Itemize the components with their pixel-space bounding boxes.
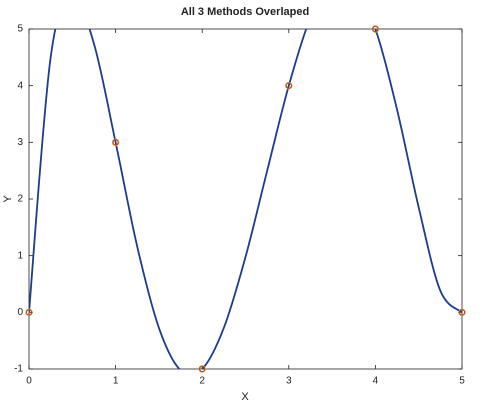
y-axis-label: Y bbox=[2, 195, 14, 203]
data-point bbox=[371, 25, 380, 33]
data-point bbox=[25, 308, 33, 317]
x-tick-label: 4 bbox=[373, 376, 379, 387]
data-point bbox=[199, 365, 206, 373]
y-tick-label: 2 bbox=[17, 194, 23, 205]
y-tick-label: -1 bbox=[14, 364, 23, 375]
x-axis-label: X bbox=[241, 391, 249, 403]
data-point bbox=[372, 25, 379, 33]
chart-title: All 3 Methods Overlaped bbox=[181, 6, 309, 18]
x-tick-label: 0 bbox=[26, 376, 32, 387]
y-tick-label: 3 bbox=[17, 137, 23, 148]
plot-frame bbox=[28, 28, 463, 370]
y-tick-label: 1 bbox=[17, 250, 23, 261]
x-tick-label: 1 bbox=[113, 376, 119, 387]
y-tick-label: 0 bbox=[17, 307, 23, 318]
data-point bbox=[198, 365, 206, 373]
data-point bbox=[285, 81, 293, 90]
data-point bbox=[112, 139, 119, 146]
x-tick-label: 5 bbox=[459, 376, 465, 387]
data-point bbox=[111, 138, 120, 147]
x-tick-label: 2 bbox=[199, 376, 205, 387]
data-point bbox=[25, 309, 33, 316]
curve bbox=[29, 29, 462, 369]
data-point bbox=[285, 82, 292, 89]
plot-area bbox=[29, 29, 462, 369]
data-point bbox=[458, 308, 466, 317]
y-tick-label: 5 bbox=[17, 24, 23, 35]
x-tick-label: 3 bbox=[286, 376, 292, 387]
y-tick-label: 4 bbox=[17, 80, 23, 91]
data-point bbox=[458, 309, 466, 316]
